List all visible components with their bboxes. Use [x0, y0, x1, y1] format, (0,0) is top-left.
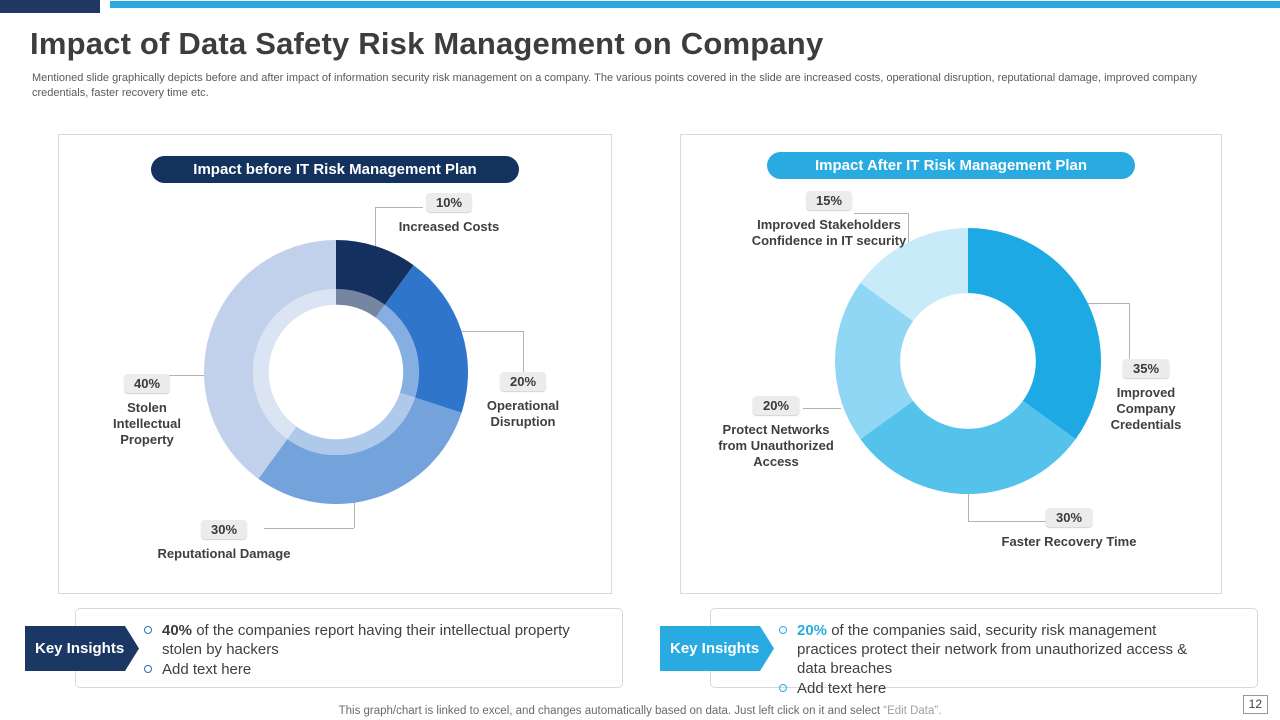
insight-item[interactable]: Add text here [779, 679, 1217, 698]
insight-text: 40% of the companies report having their… [162, 622, 570, 658]
connector-line [854, 213, 908, 214]
slice-label-text: Improved Stakeholders Confidence in IT s… [751, 217, 907, 248]
key-insights-banner-left: Key Insights [25, 626, 139, 671]
insight-item: 40% of the companies report having their… [144, 621, 582, 659]
bullet-icon [779, 626, 787, 634]
pct-badge: 40% [123, 374, 171, 393]
pct-badge: 20% [499, 372, 547, 391]
connector-line [462, 331, 523, 332]
slice-label-text: Improved Company Credentials [1110, 385, 1182, 432]
top-accent-cyan [110, 1, 1280, 8]
footer-edit-data: “Edit Data”. [883, 705, 942, 717]
insight-list-left: 40% of the companies report having their… [144, 621, 582, 680]
slice-label-stolen-ip: 40% Stolen Intellectual Property [92, 374, 202, 448]
chart-title-after: Impact After IT Risk Management Plan [767, 152, 1135, 179]
slice-label-text: Faster Recovery Time [1001, 534, 1137, 549]
connector-line [803, 408, 841, 409]
top-accent-navy [0, 0, 100, 13]
page-subtitle: Mentioned slide graphically depicts befo… [32, 72, 1198, 99]
add-text-placeholder: Add text here [797, 680, 887, 697]
slice-label-stakeholders-confidence: 15% Improved Stakeholders Confidence in … [739, 191, 919, 249]
footer-note: This graph/chart is linked to excel, and… [0, 705, 1280, 717]
slice-label-text: Operational Disruption [486, 398, 560, 429]
connector-line [968, 521, 1047, 522]
slice-label-text: Stolen Intellectual Property [113, 400, 181, 447]
connector-line [908, 213, 909, 245]
donut-chart-after[interactable] [835, 228, 1101, 494]
connector-line [169, 375, 205, 376]
slice-label-reputational-damage: 30% Reputational Damage [139, 520, 309, 562]
slice-label-text: Protect Networks from Unauthorized Acces… [718, 422, 834, 469]
add-text-placeholder: Add text here [162, 661, 252, 678]
connector-line [1087, 303, 1129, 304]
bullet-icon [144, 665, 152, 673]
connector-line [375, 207, 376, 247]
footer-text: This graph/chart is linked to excel, and… [338, 705, 884, 717]
pct-badge: 35% [1122, 359, 1170, 378]
pct-badge: 30% [1045, 508, 1093, 527]
slice-label-increased-costs: 10% Increased Costs [394, 193, 504, 235]
pct-badge: 30% [200, 520, 248, 539]
chart-panel-after: Impact After IT Risk Management Plan 15%… [680, 134, 1222, 594]
insight-item[interactable]: Add text here [144, 660, 582, 679]
page-title: Impact of Data Safety Risk Management on… [30, 26, 824, 61]
connector-line [264, 528, 354, 529]
insight-text: 20% of the companies said, security risk… [797, 622, 1188, 677]
slice-label-operational-disruption: 20% Operational Disruption [473, 372, 573, 430]
pct-badge: 20% [752, 396, 800, 415]
connector-line [354, 500, 355, 528]
insight-list-right: 20% of the companies said, security risk… [779, 621, 1217, 699]
pct-badge: 10% [425, 193, 473, 212]
chart-panel-before: Impact before IT Risk Management Plan 10… [58, 134, 612, 594]
connector-line [1129, 303, 1130, 360]
insight-item: 20% of the companies said, security risk… [779, 621, 1217, 678]
connector-line [523, 331, 524, 372]
connector-line [375, 207, 423, 208]
connector-line [968, 494, 969, 521]
slice-label-text: Reputational Damage [157, 546, 291, 561]
key-insights-box-right: 20% of the companies said, security risk… [710, 608, 1258, 697]
bullet-icon [144, 626, 152, 634]
bullet-icon [779, 684, 787, 692]
pct-badge: 15% [805, 191, 853, 210]
slice-label-faster-recovery: 30% Faster Recovery Time [982, 508, 1157, 550]
key-insights-banner-right: Key Insights [660, 626, 774, 671]
donut-chart-before[interactable] [204, 240, 468, 504]
slice-label-text: Increased Costs [398, 219, 500, 234]
slice-label-company-credentials: 35% Improved Company Credentials [1099, 359, 1194, 433]
slice-label-protect-networks: 20% Protect Networks from Unauthorized A… [714, 396, 839, 470]
chart-title-before: Impact before IT Risk Management Plan [151, 156, 519, 183]
key-insights-box-left: 40% of the companies report having their… [75, 608, 623, 688]
page-number: 12 [1242, 695, 1268, 714]
